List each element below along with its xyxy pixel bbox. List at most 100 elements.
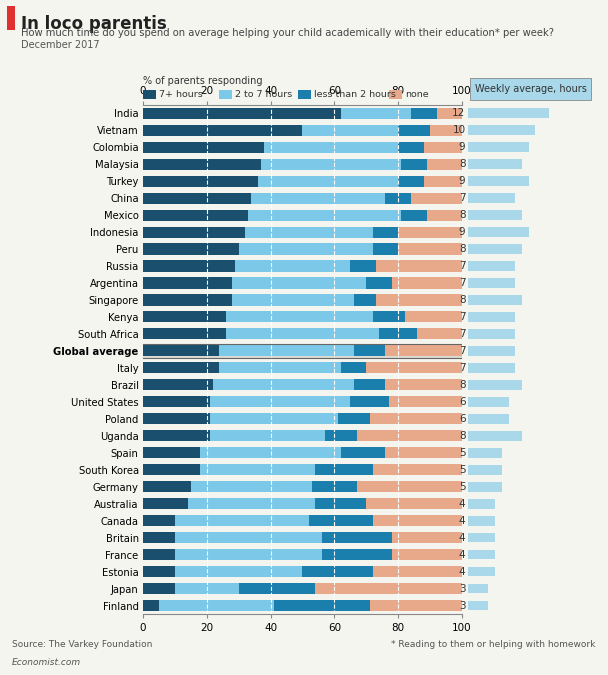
Bar: [370, 600, 462, 612]
Bar: [373, 566, 462, 577]
Bar: [274, 600, 370, 612]
Bar: [219, 346, 353, 356]
Text: 8: 8: [459, 244, 466, 254]
Bar: [175, 566, 302, 577]
Bar: [392, 533, 462, 543]
Bar: [187, 498, 315, 510]
Bar: [143, 159, 261, 169]
Bar: [401, 209, 427, 221]
Bar: [437, 107, 462, 119]
Text: 4: 4: [459, 550, 466, 560]
Bar: [385, 192, 411, 204]
Bar: [385, 346, 462, 356]
Bar: [468, 244, 522, 254]
Bar: [248, 209, 401, 221]
Bar: [143, 413, 210, 425]
Bar: [385, 379, 462, 390]
Bar: [302, 125, 398, 136]
Bar: [373, 515, 462, 526]
Bar: [143, 244, 238, 254]
Bar: [7, 6, 15, 30]
Bar: [143, 176, 258, 186]
Bar: [357, 431, 462, 441]
Text: 8: 8: [459, 380, 466, 390]
Bar: [143, 344, 462, 358]
Bar: [366, 498, 462, 510]
Bar: [468, 346, 515, 356]
Bar: [468, 109, 549, 118]
Bar: [315, 583, 462, 594]
Bar: [200, 448, 340, 458]
Bar: [468, 482, 502, 491]
Bar: [175, 533, 322, 543]
Bar: [143, 346, 219, 356]
Text: 12: 12: [452, 108, 466, 118]
Text: 8: 8: [459, 210, 466, 220]
Bar: [143, 125, 302, 136]
Text: 9: 9: [459, 142, 466, 152]
Bar: [468, 313, 515, 322]
Bar: [468, 465, 502, 475]
Text: 9: 9: [459, 227, 466, 237]
Bar: [468, 176, 529, 186]
Bar: [261, 159, 401, 169]
Text: 6: 6: [459, 397, 466, 407]
Text: 8: 8: [459, 295, 466, 305]
Bar: [340, 448, 385, 458]
Bar: [226, 311, 373, 323]
Bar: [325, 431, 357, 441]
Bar: [219, 90, 232, 99]
Bar: [143, 566, 175, 577]
Text: 8: 8: [459, 159, 466, 169]
Bar: [373, 244, 398, 254]
Bar: [200, 464, 315, 475]
Text: 4: 4: [459, 499, 466, 509]
Text: % of parents responding: % of parents responding: [143, 76, 263, 86]
Bar: [143, 192, 251, 204]
Bar: [210, 431, 325, 441]
Bar: [370, 413, 462, 425]
Bar: [411, 192, 462, 204]
Bar: [191, 481, 312, 492]
Bar: [468, 159, 522, 169]
Text: 9: 9: [459, 176, 466, 186]
Bar: [143, 142, 264, 153]
Text: 2 to 7 hours: 2 to 7 hours: [235, 90, 292, 99]
Bar: [468, 601, 488, 610]
Bar: [353, 346, 385, 356]
Text: less than 2 hours: less than 2 hours: [314, 90, 396, 99]
Bar: [232, 277, 366, 288]
Bar: [143, 448, 200, 458]
Text: 7: 7: [459, 329, 466, 339]
Text: 5: 5: [459, 465, 466, 475]
Text: 7: 7: [459, 312, 466, 322]
Bar: [143, 549, 175, 560]
Bar: [385, 448, 462, 458]
Bar: [350, 396, 389, 408]
Bar: [376, 261, 462, 271]
Bar: [143, 261, 235, 271]
Text: 4: 4: [459, 516, 466, 526]
Bar: [468, 516, 495, 526]
Bar: [468, 142, 529, 152]
Bar: [143, 379, 213, 390]
Text: 4: 4: [459, 567, 466, 576]
Text: 4: 4: [459, 533, 466, 543]
Bar: [143, 431, 210, 441]
Bar: [389, 90, 402, 99]
Bar: [353, 294, 376, 306]
Bar: [366, 277, 392, 288]
Bar: [340, 107, 411, 119]
Bar: [219, 362, 340, 373]
Bar: [468, 397, 508, 406]
Bar: [175, 515, 309, 526]
Bar: [238, 244, 373, 254]
Text: How much time do you spend on average helping your child academically with their: How much time do you spend on average he…: [21, 28, 554, 38]
Bar: [213, 379, 353, 390]
Bar: [309, 515, 373, 526]
Bar: [264, 142, 398, 153]
Bar: [468, 533, 495, 543]
Bar: [251, 192, 385, 204]
FancyBboxPatch shape: [470, 78, 591, 100]
Bar: [143, 464, 200, 475]
